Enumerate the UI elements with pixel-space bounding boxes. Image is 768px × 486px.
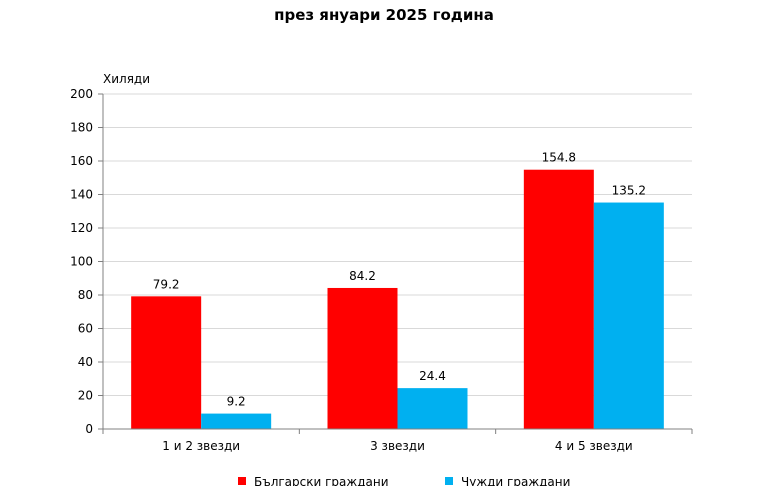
data-label: 79.2 bbox=[153, 277, 180, 291]
y-tick-label: 20 bbox=[78, 389, 93, 403]
y-tick-label: 140 bbox=[70, 188, 93, 202]
x-tick-label: 1 и 2 звезди bbox=[162, 439, 240, 453]
x-tick-label: 4 и 5 звезди bbox=[555, 439, 633, 453]
data-label: 9.2 bbox=[227, 395, 246, 409]
bar bbox=[593, 202, 664, 429]
chart-title: през януари 2025 година bbox=[274, 6, 494, 24]
y-tick-label: 120 bbox=[70, 221, 93, 235]
y-tick-label: 180 bbox=[70, 121, 93, 135]
y-axis-label: Хиляди bbox=[103, 72, 150, 86]
legend-label: Чужди граждани bbox=[461, 475, 570, 486]
y-axis: 0 20 40 60 80 100 120 140 160 180 200 bbox=[70, 87, 104, 436]
bar bbox=[327, 287, 398, 429]
y-tick-label: 100 bbox=[70, 255, 93, 269]
y-tick-label: 160 bbox=[70, 154, 93, 168]
bars bbox=[131, 169, 664, 429]
x-axis: 1 и 2 звезди 3 звезди 4 и 5 звезди bbox=[102, 428, 693, 453]
data-label: 154.8 bbox=[542, 151, 576, 165]
legend-label: Български граждани bbox=[254, 475, 389, 486]
y-tick-label: 40 bbox=[78, 355, 93, 369]
y-tick-label: 200 bbox=[70, 87, 93, 101]
y-tick-label: 80 bbox=[78, 288, 93, 302]
x-tick-label: 3 звезди bbox=[370, 439, 425, 453]
bar bbox=[131, 296, 202, 429]
legend-item: Чужди граждани bbox=[445, 475, 570, 486]
legend-item: Български граждани bbox=[238, 475, 389, 486]
bar bbox=[201, 413, 272, 429]
data-label: 135.2 bbox=[612, 184, 646, 198]
legend-swatch bbox=[445, 477, 453, 485]
legend-swatch bbox=[238, 477, 246, 485]
legend: Български граждани Чужди граждани bbox=[238, 475, 570, 486]
bar bbox=[397, 388, 468, 429]
bar bbox=[523, 169, 594, 429]
data-label: 24.4 bbox=[419, 369, 446, 383]
y-tick-label: 0 bbox=[85, 422, 93, 436]
data-labels: 79.2 9.2 84.2 24.4 154.8 135.2 bbox=[153, 151, 646, 409]
data-label: 84.2 bbox=[349, 269, 376, 283]
y-tick-label: 60 bbox=[78, 322, 93, 336]
